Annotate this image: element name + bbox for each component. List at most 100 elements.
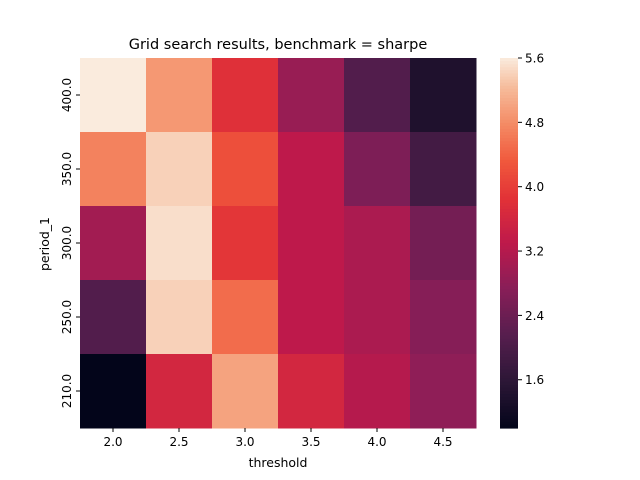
- colorbar-segment: [500, 424, 518, 429]
- colorbar-segment: [500, 289, 518, 293]
- colorbar: 1.6 2.4 3.2 4.0 4.8 5.6: [500, 52, 544, 429]
- heatmap-cell: [80, 280, 147, 355]
- chart-title: Grid search results, benchmark = sharpe: [129, 37, 428, 53]
- colorbar-segment: [500, 243, 518, 247]
- colorbar-segment: [500, 169, 518, 173]
- colorbar-segment: [500, 354, 518, 358]
- colorbar-segment: [500, 165, 518, 170]
- colorbar-segment: [500, 221, 518, 226]
- colorbar-segment: [500, 73, 518, 78]
- heatmap-cell: [278, 58, 345, 133]
- colorbar-segment: [500, 283, 518, 287]
- colorbar-segment: [500, 153, 518, 158]
- colorbar-segment: [500, 172, 518, 176]
- colorbar-segment: [500, 338, 518, 343]
- colorbar-segment: [500, 366, 518, 371]
- colorbar-segment: [500, 116, 518, 121]
- colorbar-segment: [500, 61, 518, 65]
- colorbar-segment: [500, 280, 518, 284]
- colorbar-segment: [500, 307, 518, 312]
- colorbar-segment: [500, 295, 518, 300]
- x-tick-label: 2.5: [169, 435, 188, 449]
- colorbar-segment: [500, 418, 518, 423]
- y-tick-label: 250.0: [60, 300, 74, 334]
- colorbar-segment: [500, 381, 518, 386]
- colorbar-segment: [500, 193, 518, 198]
- colorbar-segment: [500, 391, 518, 395]
- x-tick-label: 3.0: [235, 435, 254, 449]
- colorbar-segment: [500, 101, 518, 105]
- heatmap-cell: [212, 206, 279, 281]
- colorbar-segment: [500, 236, 518, 241]
- heatmap-cell: [410, 354, 477, 429]
- colorbar-segment: [500, 329, 518, 334]
- colorbar-segment: [500, 276, 518, 281]
- colorbar-segment: [500, 406, 518, 411]
- heatmap-cell: [344, 280, 411, 355]
- colorbar-segment: [500, 156, 518, 161]
- colorbar-segment: [500, 301, 518, 306]
- x-tick-label: 4.5: [433, 435, 452, 449]
- colorbar-segment: [500, 159, 518, 164]
- colorbar-segment: [500, 317, 518, 321]
- colorbar-segment: [500, 261, 518, 266]
- heatmap-cell: [212, 132, 279, 207]
- colorbar-segment: [500, 394, 518, 398]
- colorbar-segment: [500, 122, 518, 127]
- heatmap-cell: [410, 58, 477, 133]
- colorbar-segment: [500, 249, 518, 253]
- colorbar-segment: [500, 323, 518, 327]
- colorbar-tick-label: 4.0: [525, 180, 544, 194]
- colorbar-segment: [500, 400, 518, 404]
- colorbar-segment: [500, 190, 518, 195]
- y-tick-label: 210.0: [60, 374, 74, 408]
- y-axis-ticks: 400.0 350.0 300.0 250.0 210.0: [60, 78, 80, 408]
- colorbar-segment: [500, 227, 518, 232]
- colorbar-segment: [500, 270, 518, 275]
- colorbar-segment: [500, 206, 518, 210]
- colorbar-segment: [500, 292, 518, 297]
- colorbar-segment: [500, 128, 518, 133]
- colorbar-segment: [500, 119, 518, 124]
- heatmap-cell: [146, 280, 213, 355]
- colorbar-segment: [500, 98, 518, 102]
- colorbar-segment: [500, 67, 518, 71]
- x-tick-label: 3.5: [301, 435, 320, 449]
- colorbar-segment: [500, 397, 518, 401]
- colorbar-segment: [500, 212, 518, 216]
- heatmap-cell: [344, 354, 411, 429]
- colorbar-segment: [500, 76, 518, 81]
- colorbar-segment: [500, 255, 518, 260]
- colorbar-segment: [500, 378, 518, 383]
- colorbar-segment: [500, 264, 518, 269]
- heatmap-cell: [146, 132, 213, 207]
- colorbar-tick-label: 5.6: [525, 52, 544, 66]
- heatmap-cell: [410, 132, 477, 207]
- colorbar-segment: [500, 313, 518, 318]
- colorbar-tick-label: 1.6: [525, 373, 544, 387]
- colorbar-segment: [500, 162, 518, 167]
- colorbar-segment: [500, 258, 518, 263]
- colorbar-segment: [500, 85, 518, 90]
- colorbar-segment: [500, 332, 518, 337]
- x-axis-ticks: 2.0 2.5 3.0 3.5 4.0 4.5: [103, 428, 453, 449]
- heatmap-cell: [344, 58, 411, 133]
- y-tick-label: 350.0: [60, 152, 74, 186]
- heatmap-cell: [278, 206, 345, 281]
- colorbar-segment: [500, 415, 518, 420]
- colorbar-segment: [500, 412, 518, 417]
- heatmap-cell: [80, 58, 147, 133]
- heatmap-cell: [212, 354, 279, 429]
- heatmap-cell: [278, 354, 345, 429]
- colorbar-segment: [500, 350, 518, 355]
- colorbar-segment: [500, 403, 518, 408]
- heatmap-cell: [344, 132, 411, 207]
- colorbar-segment: [500, 79, 518, 84]
- y-axis-label: period_1: [37, 217, 52, 271]
- colorbar-segment: [500, 304, 518, 309]
- heatmap-cell: [146, 354, 213, 429]
- colorbar-segment: [500, 298, 518, 303]
- colorbar-segment: [500, 150, 518, 155]
- colorbar-segment: [500, 147, 518, 152]
